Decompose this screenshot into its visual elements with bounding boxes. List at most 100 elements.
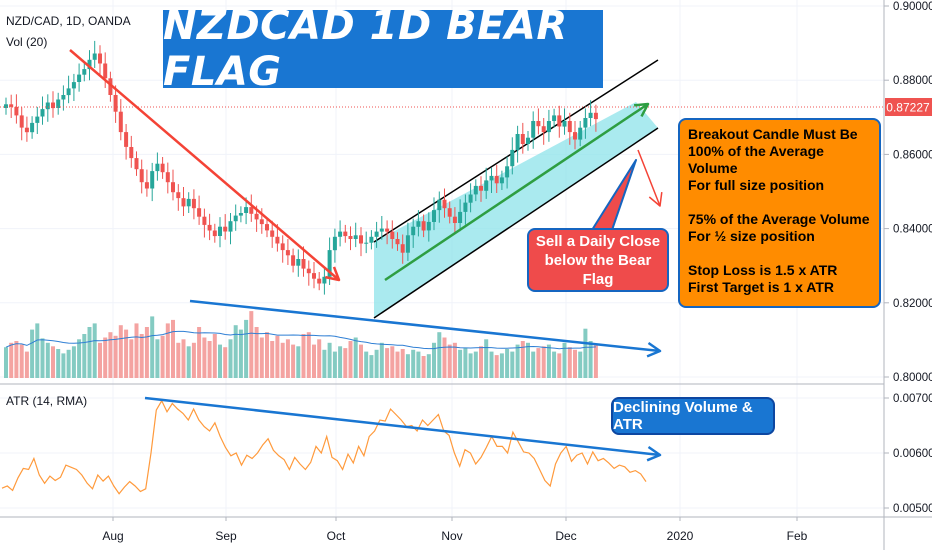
candle-body xyxy=(155,163,160,172)
volume-bar xyxy=(124,329,129,378)
volume-bar xyxy=(463,348,468,378)
volume-bar xyxy=(432,342,436,378)
volume-bar xyxy=(567,347,572,378)
candle-body xyxy=(359,235,363,244)
volume-bar xyxy=(546,344,551,378)
time-tick-label: 2020 xyxy=(667,529,694,543)
volume-bar xyxy=(479,346,483,378)
volume-bar xyxy=(411,349,416,378)
volume-bar xyxy=(526,342,530,378)
volume-bar xyxy=(338,346,343,378)
sell-annotation: Sell a Daily Close below the Bear Flag xyxy=(527,228,669,292)
volume-bar xyxy=(191,342,196,378)
candle-body xyxy=(578,127,583,140)
volume-bar xyxy=(473,351,478,378)
candle-body xyxy=(71,82,76,89)
volume-bar xyxy=(254,327,259,378)
candle-body xyxy=(473,185,478,195)
candle-body xyxy=(171,182,175,193)
candle-body xyxy=(92,53,97,60)
candle-body xyxy=(280,243,285,251)
volume-bar xyxy=(437,332,442,378)
candle-body xyxy=(301,259,306,269)
candle-body xyxy=(437,199,442,211)
rule-line: For ½ size position xyxy=(688,228,815,244)
price-tick-label: 0.86000 xyxy=(893,149,932,161)
price-tick-label: 0.82000 xyxy=(893,298,932,310)
rule-line: Stop Loss is 1.5 x ATR xyxy=(688,262,838,278)
symbol-label: NZD/CAD, 1D, OANDA xyxy=(6,14,131,28)
time-tick-label: Oct xyxy=(327,529,346,543)
candle-body xyxy=(452,216,457,223)
candle-body xyxy=(562,121,567,127)
volume-bar xyxy=(322,349,327,378)
volume-bar xyxy=(494,355,499,378)
volume-bar xyxy=(552,351,557,378)
volume-bar xyxy=(87,327,92,378)
atr-axis[interactable]: 0.00700 0.00600 0.00500 xyxy=(884,393,932,515)
volume-bar xyxy=(583,328,588,378)
candle-body xyxy=(285,250,290,256)
volume-bar xyxy=(150,316,155,378)
volume-bar xyxy=(291,344,296,378)
volume-bar xyxy=(426,354,431,378)
candle-body xyxy=(327,250,332,277)
volume-bar xyxy=(499,353,504,378)
time-axis[interactable]: Aug Sep Oct Nov Dec 2020 Feb xyxy=(102,517,808,543)
volume-bar xyxy=(238,329,243,378)
sell-callout-pointer xyxy=(591,159,637,231)
candle-body xyxy=(385,228,390,232)
volume-bar xyxy=(98,342,102,378)
breakdown-arrow-head xyxy=(648,192,663,207)
volume-bars xyxy=(4,311,598,378)
volume-bar xyxy=(233,325,238,378)
rule-line: 100% of the Average Volume xyxy=(688,143,824,176)
volume-bar xyxy=(176,342,181,378)
time-tick-label: Aug xyxy=(102,529,123,543)
atr-tick-label: 0.00500 xyxy=(893,503,932,515)
volume-bar xyxy=(343,348,348,378)
candle-body xyxy=(61,95,66,100)
volume-bar xyxy=(155,339,160,378)
candle-body xyxy=(113,95,118,112)
volume-bar xyxy=(144,327,149,378)
candle-body xyxy=(19,115,24,128)
volume-bar xyxy=(296,346,301,378)
volume-bar xyxy=(139,334,144,378)
volume-bar xyxy=(30,329,35,378)
candle-body xyxy=(160,163,165,173)
volume-bar xyxy=(421,356,426,378)
flag-trend-arrow xyxy=(384,102,649,282)
time-tick-label: Nov xyxy=(441,529,462,543)
volume-bar xyxy=(160,335,165,378)
candle-body xyxy=(87,59,92,70)
volume-bar xyxy=(45,342,50,378)
candle-body xyxy=(447,208,452,217)
volume-bar xyxy=(35,323,40,378)
volume-bar xyxy=(515,344,520,378)
candle-body xyxy=(520,134,525,144)
candle-body xyxy=(9,104,14,107)
channel-fill xyxy=(374,102,658,318)
volume-bar xyxy=(92,323,97,378)
volume-bar xyxy=(181,339,186,378)
candle-body xyxy=(134,158,139,170)
downtrend-arrow xyxy=(69,49,340,281)
candle-body xyxy=(573,132,577,140)
candle-body xyxy=(144,182,149,189)
candle-body xyxy=(207,224,212,231)
candle-body xyxy=(181,198,186,207)
volume-bar xyxy=(317,339,322,378)
volume-bar xyxy=(541,346,546,378)
rule-line: Breakout Candle Must Be xyxy=(688,126,858,142)
candle-body xyxy=(24,127,29,133)
volume-bar xyxy=(77,339,82,378)
candle-body xyxy=(191,198,196,209)
volume-bar xyxy=(359,344,363,378)
candle-body xyxy=(374,231,379,237)
candle-body xyxy=(82,69,87,75)
candle-body xyxy=(124,132,129,147)
price-axis[interactable]: 0.90000 0.88000 0.86000 0.84000 0.82000 0.800… xyxy=(884,1,932,384)
candle-body xyxy=(468,194,473,203)
